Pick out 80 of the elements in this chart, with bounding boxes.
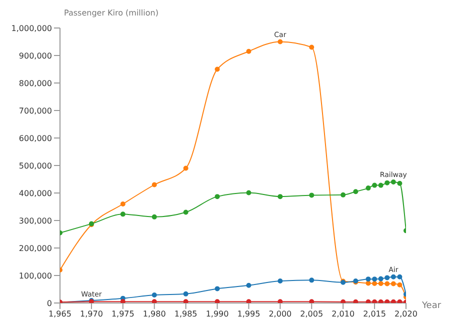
y-tick-label: 1,000,000 <box>11 24 52 33</box>
point <box>397 274 402 280</box>
point <box>214 66 220 72</box>
point <box>183 299 188 303</box>
x-tick-label: 2,010 <box>332 310 355 319</box>
x-tick-label: 1,970 <box>80 310 103 319</box>
point <box>309 192 314 198</box>
y-tick-label: 200,000 <box>18 244 52 253</box>
point <box>390 299 396 303</box>
y-tick-label: 700,000 <box>18 106 52 116</box>
point <box>353 299 358 303</box>
point <box>390 281 396 286</box>
point <box>183 166 188 171</box>
x-tick-label: 1,990 <box>206 310 229 319</box>
point <box>384 180 390 186</box>
point <box>214 194 220 200</box>
point <box>278 278 283 284</box>
point <box>340 299 346 303</box>
x-tick-label: 1,995 <box>237 310 260 319</box>
point <box>309 299 314 303</box>
point <box>183 210 188 215</box>
point <box>384 281 390 286</box>
point <box>384 275 390 280</box>
point <box>309 44 314 50</box>
point <box>309 278 314 283</box>
point <box>397 180 402 186</box>
point <box>397 299 402 303</box>
x-tick-label: 1,980 <box>142 310 166 319</box>
point <box>278 194 283 200</box>
x-tick-label: 1,975 <box>111 310 134 319</box>
y-axis-title: Passenger Kiro (million) <box>64 8 158 18</box>
x-tick-label: 1,985 <box>174 310 198 319</box>
point <box>120 299 126 303</box>
point <box>246 190 252 196</box>
y-tick-label: 400,000 <box>18 188 52 198</box>
point <box>152 299 157 303</box>
point <box>384 299 390 303</box>
point <box>378 299 384 303</box>
y-tick-label: 100,000 <box>18 271 52 280</box>
point <box>366 186 371 191</box>
y-tick-label: 0 <box>46 298 52 308</box>
point <box>366 276 371 282</box>
point <box>340 192 346 198</box>
point <box>120 212 126 217</box>
point <box>378 182 384 188</box>
line-series <box>60 180 406 236</box>
point <box>246 48 252 54</box>
y-tick-label: 900,000 <box>18 51 52 60</box>
point <box>390 274 396 280</box>
x-tick-label: 2,015 <box>363 310 386 319</box>
point <box>152 182 157 188</box>
point <box>372 276 378 282</box>
point <box>246 299 252 303</box>
point <box>152 214 157 220</box>
y-tick-label: 500,000 <box>18 161 52 170</box>
x-tick-label: 2,020 <box>394 310 418 319</box>
point <box>390 180 396 184</box>
point <box>372 182 378 188</box>
point <box>397 282 402 288</box>
y-tick-label: 600,000 <box>18 134 52 143</box>
point <box>353 189 358 194</box>
point <box>378 280 384 286</box>
x-tick-label: 2,000 <box>268 310 292 319</box>
point <box>246 282 252 288</box>
point <box>214 286 220 292</box>
point <box>366 299 371 303</box>
point <box>214 299 220 303</box>
point <box>372 280 378 286</box>
point <box>278 39 283 44</box>
x-tick-label: 2,005 <box>300 310 324 319</box>
y-tick-label: 800,000 <box>18 78 52 88</box>
y-tick-label: 300,000 <box>18 216 52 226</box>
point <box>120 202 126 206</box>
x-axis-title: Year <box>421 301 442 312</box>
point <box>278 299 283 303</box>
point <box>183 291 188 296</box>
point <box>372 299 378 303</box>
point <box>152 292 157 298</box>
x-tick-label: 1,965 <box>48 310 72 319</box>
point <box>378 276 384 282</box>
